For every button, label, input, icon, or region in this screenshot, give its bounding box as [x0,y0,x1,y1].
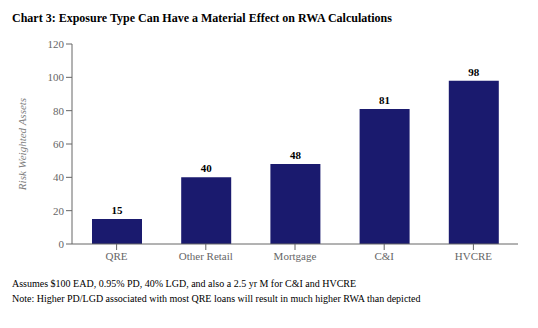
svg-text:40: 40 [201,162,213,174]
svg-text:48: 48 [290,149,302,161]
svg-text:98: 98 [468,66,480,78]
svg-text:81: 81 [379,94,390,106]
html-text:Chart 3: Exposure Type Can Hav: Chart 3: Exposure Type Can Have a Materi… [12,11,392,25]
svg-text:Risk Weighted Assets: Risk Weighted Assets [16,98,28,191]
svg-text:Mortgage: Mortgage [274,250,317,262]
svg-text:HVCRE: HVCRE [455,250,493,262]
html-text:Note: Higher PD/LGD associated: Note: Higher PD/LGD associated with most… [12,293,421,304]
svg-text:120: 120 [48,38,65,50]
svg-text:60: 60 [53,138,65,150]
svg-text:C&I: C&I [374,250,394,262]
svg-text:Other Retail: Other Retail [179,250,233,262]
svg-text:15: 15 [112,204,124,216]
svg-text:80: 80 [53,105,65,117]
svg-text:QRE: QRE [106,250,128,262]
svg-text:40: 40 [53,171,65,183]
svg-text:0: 0 [59,238,65,250]
svg-text:20: 20 [53,205,65,217]
svg-text:100: 100 [48,71,65,83]
html-text:Assumes $100 EAD, 0.95% PD, 40: Assumes $100 EAD, 0.95% PD, 40% LGD, and… [12,278,357,289]
